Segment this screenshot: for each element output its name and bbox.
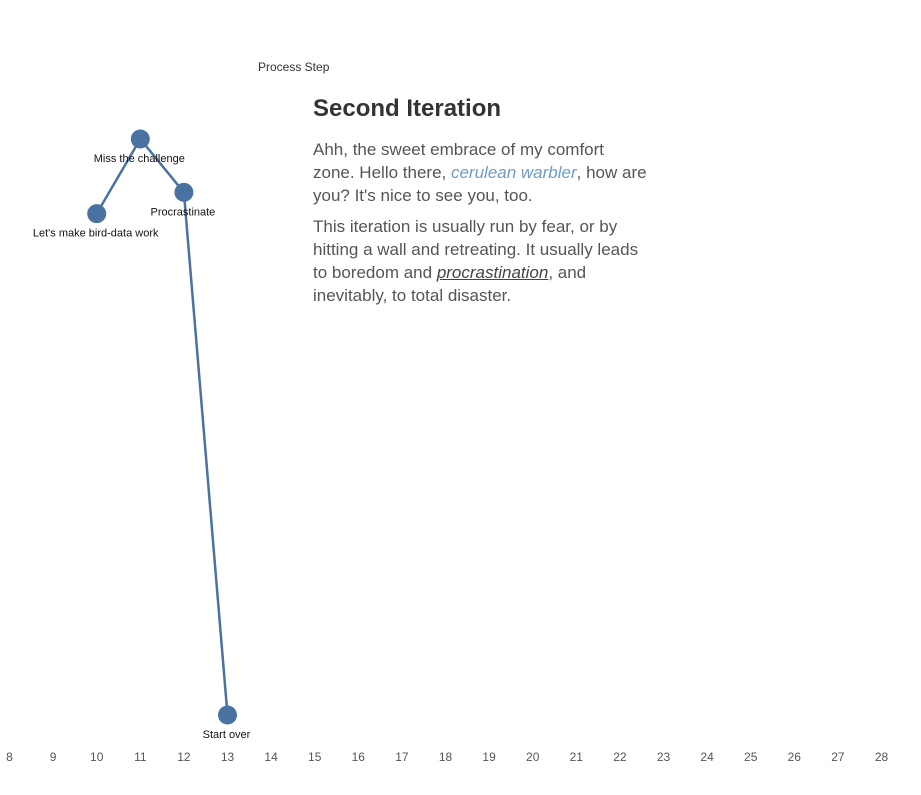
story-paragraph-2: This iteration is usually run by fear, o… [313, 215, 648, 307]
x-tick-label: 12 [177, 750, 191, 764]
x-tick-label: 28 [875, 750, 889, 764]
story-text: Ahh, the sweet embrace of my comfort zon… [313, 140, 605, 182]
x-tick-label: 16 [352, 750, 366, 764]
x-tick-label: 13 [221, 750, 235, 764]
x-tick-label: 24 [700, 750, 714, 764]
bird-name: cerulean warbler [450, 163, 577, 182]
x-tick-label: 27 [831, 750, 845, 764]
x-tick-label: 10 [90, 750, 104, 764]
x-tick-label: 18 [439, 750, 453, 764]
point-label: Miss the challenge [94, 153, 185, 165]
x-tick-label: 17 [395, 750, 409, 764]
x-tick-label: 11 [134, 750, 147, 764]
procrastination-link[interactable]: procrastination [436, 263, 549, 282]
data-point[interactable] [218, 705, 237, 725]
data-points [87, 129, 237, 725]
x-tick-label: 26 [788, 750, 802, 764]
x-tick-label: 25 [744, 750, 758, 764]
x-tick-label: 15 [308, 750, 322, 764]
story-paragraph-1: Ahh, the sweet embrace of my comfort zon… [313, 138, 648, 207]
x-tick-label: 19 [482, 750, 496, 764]
story-panel: Second Iteration Ahh, the sweet embrace … [313, 94, 648, 315]
story-text: , how are you? It's nice to see you, too… [313, 163, 647, 205]
x-tick-label: 21 [570, 750, 584, 764]
x-tick-label: 8 [6, 750, 13, 764]
x-tick-label: 20 [526, 750, 540, 764]
x-tick-label: 22 [613, 750, 627, 764]
point-label: Procrastinate [150, 206, 215, 218]
x-tick-label: 23 [657, 750, 671, 764]
story-title: Second Iteration [313, 95, 502, 122]
story-text: This iteration is usually run by fear, o… [313, 217, 639, 282]
point-labels: Let's make bird-data work Miss the challe… [33, 153, 251, 741]
series-line [95, 136, 229, 716]
x-tick-label: 14 [264, 750, 278, 764]
x-axis: 8 9 10 11 12 13 14 15 16 17 18 19 20 21 22 23 24 25 26 27 28 [6, 750, 888, 764]
data-point[interactable] [130, 129, 150, 149]
point-label: Start over [203, 729, 251, 741]
story-text: , and inevitably, to total disaster. [313, 263, 587, 305]
x-axis-title: Process Step [258, 60, 330, 74]
point-label: Let's make bird-data work [33, 228, 159, 240]
data-point[interactable] [174, 182, 194, 202]
x-tick-label: 9 [50, 750, 57, 764]
data-point[interactable] [87, 204, 107, 224]
